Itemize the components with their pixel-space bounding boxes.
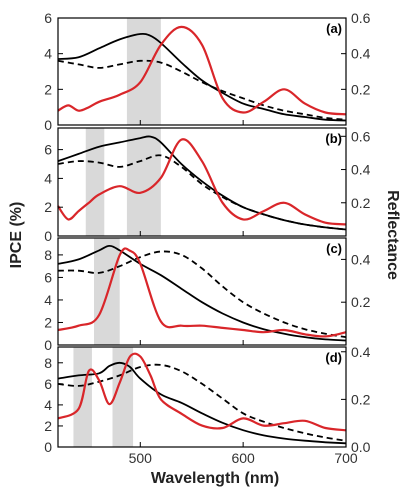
panel-label: (b) (325, 131, 342, 146)
ipce-solid-line (57, 135, 347, 231)
y-tick-label-left: 2 (44, 199, 52, 215)
y-tick-label-left: 8 (44, 247, 52, 263)
ipce-dashed-line (57, 363, 347, 442)
highlight-band (126, 128, 161, 236)
panel-b: 0 2 4 6 0.2 0.4 0.6 (b) (44, 127, 371, 244)
ipce-solid-line (57, 32, 347, 122)
y-tick-label-right: 0.2 (351, 81, 371, 97)
y-tick-label-left: 4 (44, 397, 52, 413)
y-tick-label-right: 0.4 (351, 344, 371, 360)
panels-group: 0 2 4 6 0.2 0.4 0.6 (a) 0 2 4 6 0.2 0.4 0.6 (b) 0 2 4 6 8 0.2… (44, 10, 370, 466)
y-tick-label-left: 4 (44, 46, 52, 62)
ipce-solid-line (57, 361, 347, 445)
panel-d: 0 2 4 6 8 0.0 0.2 0.4 500 600 700 (d) (44, 344, 370, 466)
y-tick-label-left: 0 (44, 337, 52, 353)
y-axis-label-right: Reflectance (384, 190, 401, 280)
panel-label: (d) (325, 350, 342, 365)
y-tick-label-left: 4 (44, 170, 52, 186)
y-tick-label-left: 8 (44, 355, 52, 371)
y-tick-label-right: 0.6 (351, 10, 371, 26)
y-tick-label-right: 0.2 (351, 391, 371, 407)
panel-frame (57, 127, 347, 237)
ipce-dashed-line (57, 154, 347, 231)
x-tick-label: 700 (334, 450, 358, 466)
y-tick-label-left: 4 (44, 292, 52, 308)
highlight-band (85, 128, 105, 236)
y-tick-label-right: 0.4 (351, 251, 371, 267)
y-tick-label-left: 6 (44, 10, 52, 26)
y-tick-label-left: 6 (44, 142, 52, 158)
y-tick-label-left: 0 (44, 228, 52, 244)
reflectance-line (57, 138, 347, 226)
y-tick-label-right: 0.2 (351, 294, 371, 310)
y-axis-label-left: IPCE (%) (8, 202, 25, 269)
y-tick-label-left: 6 (44, 376, 52, 392)
panel-frame (57, 17, 347, 126)
panel-c: 0 2 4 6 8 0.2 0.4 (c) (44, 237, 371, 353)
y-tick-label-right: 0.0 (351, 439, 371, 455)
panel-label: (a) (326, 21, 342, 36)
ipce-dashed-line (57, 250, 347, 338)
highlight-band (112, 347, 134, 447)
x-tick-label: 600 (231, 450, 255, 466)
y-tick-label-right: 0.2 (351, 195, 371, 211)
y-tick-label-right: 0.4 (351, 162, 371, 178)
y-tick-label-left: 0 (44, 117, 52, 133)
y-tick-label-left: 2 (44, 81, 52, 97)
x-tick-label: 500 (129, 450, 153, 466)
y-tick-label-left: 2 (44, 314, 52, 330)
reflectance-line (57, 352, 347, 432)
y-tick-label-right: 0.4 (351, 46, 371, 62)
panel-frame (57, 237, 347, 346)
x-axis-label: Wavelength (nm) (151, 470, 279, 487)
panel-frame (57, 346, 347, 448)
panel-a: 0 2 4 6 0.2 0.4 0.6 (a) (44, 10, 370, 133)
y-tick-label-left: 6 (44, 269, 52, 285)
y-tick-label-left: 2 (44, 418, 52, 434)
ipce-dashed-line (57, 59, 347, 121)
reflectance-line (57, 247, 347, 338)
reflectance-line (57, 25, 347, 116)
y-tick-label-left: 0 (44, 439, 52, 455)
panel-label: (c) (326, 241, 342, 256)
y-tick-label-right: 0.6 (351, 128, 371, 144)
ipce-solid-line (57, 245, 347, 342)
